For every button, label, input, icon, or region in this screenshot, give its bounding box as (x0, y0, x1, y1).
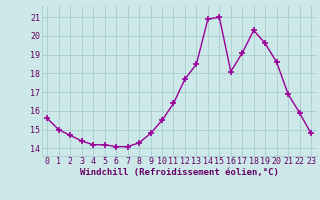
X-axis label: Windchill (Refroidissement éolien,°C): Windchill (Refroidissement éolien,°C) (80, 168, 279, 177)
